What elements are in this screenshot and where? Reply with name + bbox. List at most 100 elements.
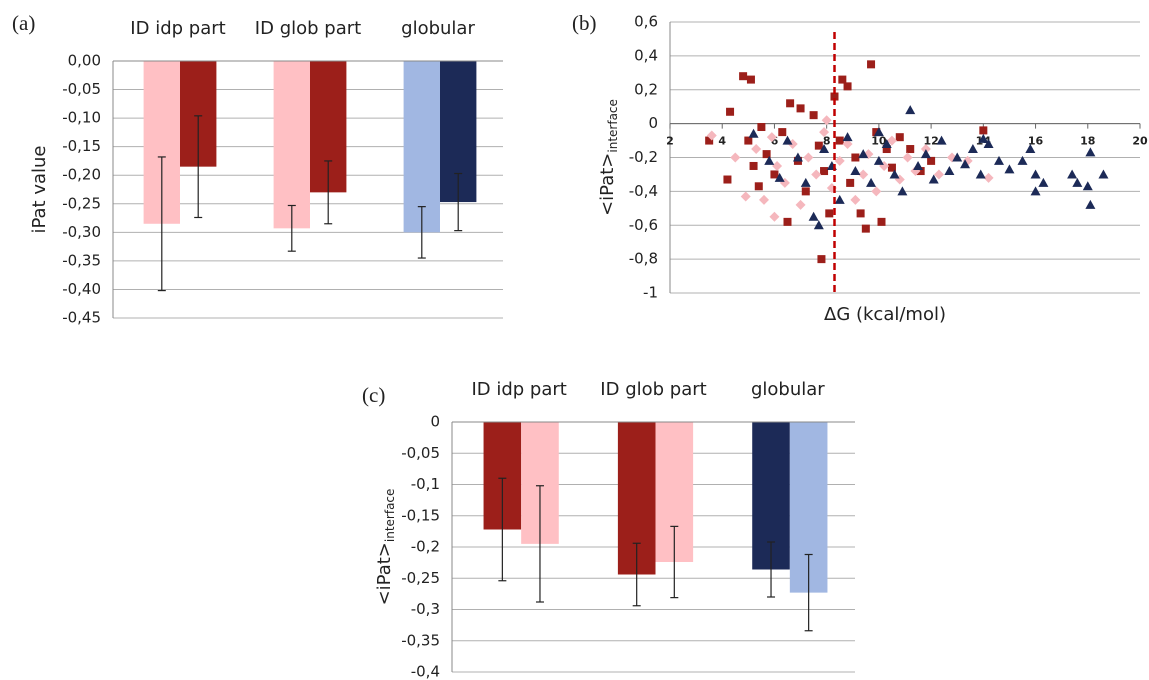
point: [800, 177, 811, 187]
point: [895, 133, 904, 142]
point: [821, 115, 832, 126]
point: [783, 217, 792, 226]
point: [867, 60, 876, 69]
point: [762, 150, 771, 159]
point: [1085, 199, 1096, 209]
y-axis-label-sub: interface: [383, 489, 397, 543]
y-tick-label: -0,05: [62, 80, 101, 98]
error-bar: [498, 477, 507, 582]
y-tick-label: -1: [643, 284, 658, 302]
point: [846, 178, 855, 187]
x-tick-label: 6: [771, 135, 779, 148]
y-tick-label: -0,8: [629, 250, 658, 268]
y-tick-label: -0,6: [629, 216, 658, 234]
point: [774, 172, 785, 182]
point: [726, 107, 735, 116]
point: [850, 194, 861, 205]
point: [1085, 147, 1096, 157]
point: [886, 135, 897, 146]
point: [905, 105, 916, 115]
point: [842, 138, 853, 149]
point: [813, 220, 824, 230]
y-axis-label-sub: interface: [606, 99, 620, 153]
point: [913, 160, 924, 170]
point: [769, 211, 780, 222]
point: [994, 155, 1004, 165]
error-bar: [454, 172, 463, 232]
point: [740, 191, 751, 202]
point: [873, 155, 884, 165]
point: [916, 167, 925, 176]
point: [830, 92, 839, 101]
point: [757, 123, 766, 132]
category-label: ID glob part: [600, 379, 706, 400]
point: [1067, 169, 1078, 179]
error-bar: [670, 525, 679, 599]
error-bar: [287, 204, 296, 252]
y-tick-label: -0,15: [401, 506, 440, 524]
category-label: globular: [401, 18, 475, 39]
point: [1082, 181, 1093, 191]
point: [920, 144, 931, 155]
x-tick-label: 4: [718, 135, 726, 148]
point: [786, 99, 795, 108]
point: [967, 144, 978, 154]
point: [770, 170, 779, 179]
y-tick-label: -0,30: [62, 223, 101, 241]
point: [808, 211, 819, 221]
y-tick-label: -0,1: [411, 475, 440, 493]
point: [1017, 155, 1028, 165]
point: [795, 199, 806, 210]
point: [792, 152, 803, 162]
point: [834, 155, 845, 166]
point: [772, 160, 783, 171]
point: [902, 152, 913, 163]
error-bar: [157, 156, 166, 292]
point: [766, 132, 777, 143]
y-axis-label: <iPat>interface: [374, 489, 397, 606]
point: [811, 169, 822, 180]
point: [936, 135, 947, 145]
y-tick-label: 0,00: [68, 52, 101, 70]
point: [1025, 144, 1036, 154]
point: [751, 144, 762, 155]
point: [730, 152, 741, 163]
y-tick-label: -0,05: [401, 444, 440, 462]
point: [866, 177, 877, 187]
category-label: globular: [751, 379, 825, 400]
x-tick-label: 12: [923, 135, 938, 148]
point: [952, 152, 963, 162]
point: [1072, 177, 1083, 187]
category-label: ID glob part: [255, 18, 361, 39]
point: [928, 174, 939, 184]
panel-label: (b): [572, 11, 597, 35]
point: [778, 128, 787, 137]
point: [820, 167, 829, 176]
x-tick-label: 2: [666, 135, 674, 148]
point: [1004, 164, 1015, 174]
error-bar: [535, 485, 544, 603]
y-axis-label-main: <iPat>: [597, 153, 618, 216]
y-tick-label: -0,4: [411, 663, 440, 680]
x-tick-label: 8: [823, 135, 831, 148]
point: [803, 152, 814, 163]
point: [825, 209, 834, 218]
point: [843, 82, 852, 91]
point: [819, 127, 830, 138]
y-tick-label: -0,35: [62, 251, 101, 269]
error-bar: [194, 115, 203, 219]
x-tick-label: 10: [871, 135, 887, 148]
point: [796, 104, 805, 113]
y-tick-label: -0,2: [629, 148, 658, 166]
point: [889, 169, 900, 179]
point: [920, 149, 931, 159]
point: [933, 169, 944, 180]
point: [835, 136, 844, 145]
error-bar: [804, 553, 813, 632]
y-tick-label: -0,20: [62, 166, 101, 184]
point: [705, 136, 714, 145]
point: [706, 130, 717, 141]
point: [979, 126, 988, 135]
point: [759, 194, 769, 205]
